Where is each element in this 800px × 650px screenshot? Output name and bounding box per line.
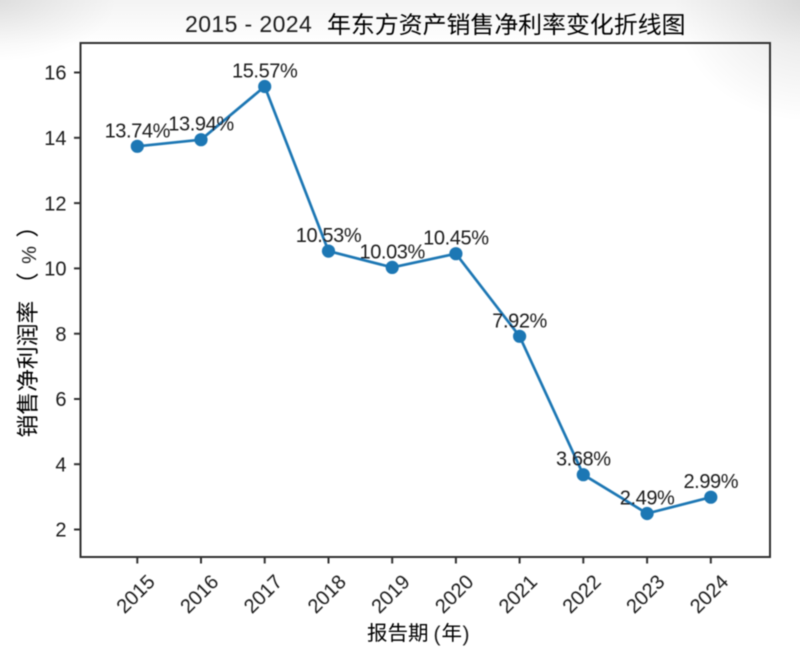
svg-text:7.92%: 7.92%: [492, 310, 547, 332]
svg-text:10.03%: 10.03%: [359, 241, 425, 263]
svg-text:8: 8: [55, 324, 66, 346]
svg-text:2: 2: [55, 520, 66, 542]
svg-text:12: 12: [44, 193, 66, 215]
svg-text:2015 - 2024: 2015 - 2024: [185, 11, 312, 37]
svg-text:6: 6: [55, 389, 66, 411]
svg-text:15.57%: 15.57%: [232, 61, 298, 83]
svg-text:13.74%: 13.74%: [105, 120, 171, 142]
svg-text:3.68%: 3.68%: [556, 449, 611, 471]
svg-text:10.53%: 10.53%: [296, 225, 362, 247]
svg-text:10.45%: 10.45%: [423, 228, 489, 250]
svg-text:10: 10: [44, 259, 66, 281]
svg-text:4: 4: [55, 454, 66, 476]
svg-text:16: 16: [44, 63, 66, 85]
svg-text:2.99%: 2.99%: [683, 471, 738, 493]
svg-text:%: %: [19, 246, 41, 264]
svg-text:14: 14: [44, 128, 66, 150]
svg-text:13.94%: 13.94%: [168, 114, 234, 136]
svg-text:): ): [463, 623, 470, 646]
svg-text:2.49%: 2.49%: [620, 488, 675, 510]
svg-text:(: (: [434, 623, 441, 646]
